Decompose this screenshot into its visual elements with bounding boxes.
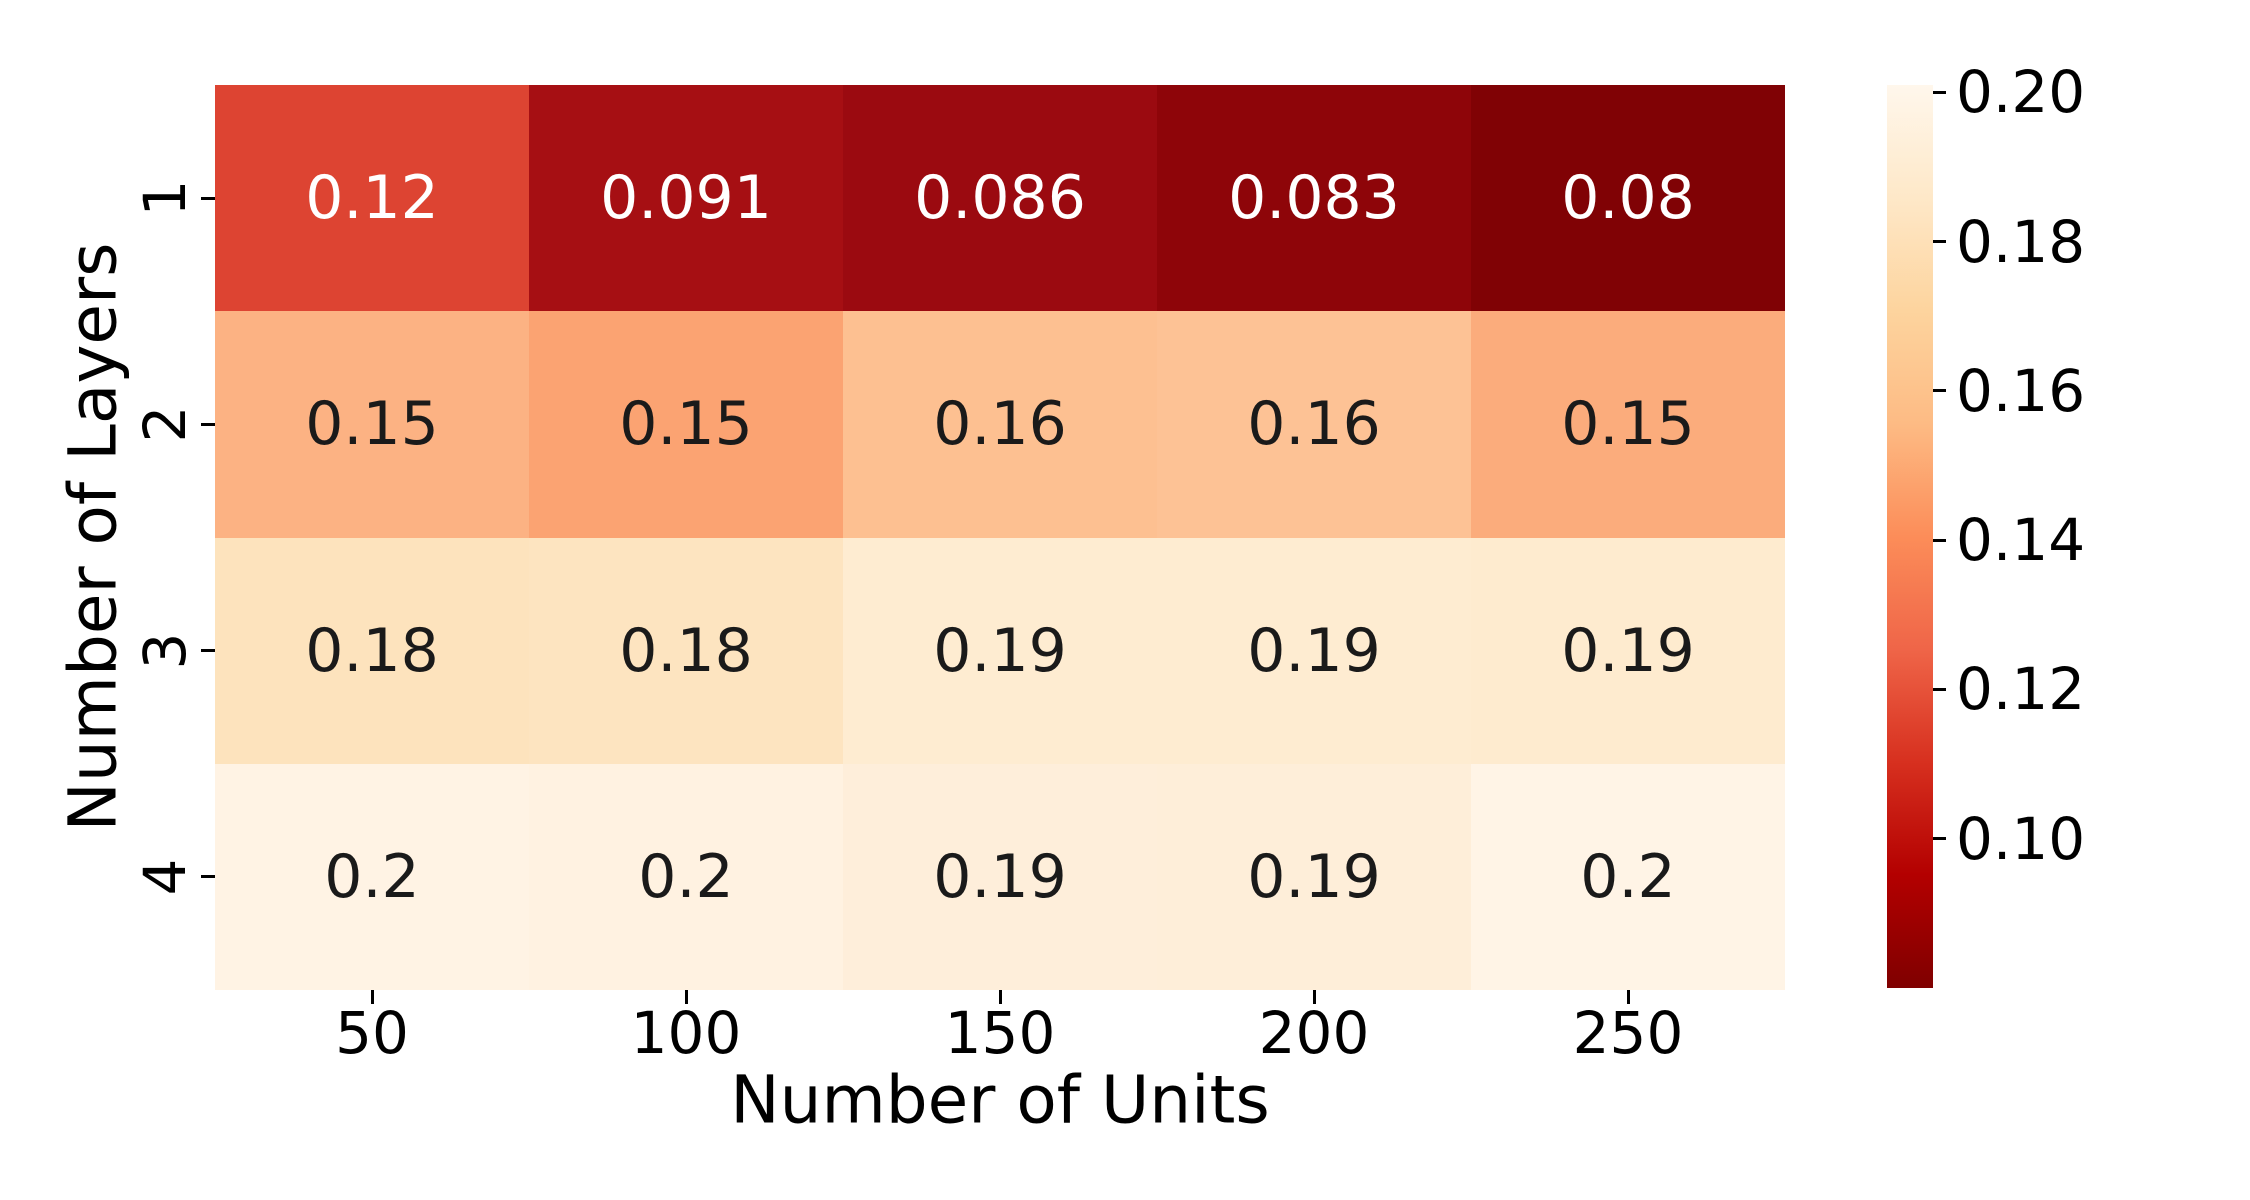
heatmap-cell: 0.15 [215,311,529,538]
x-tick-mark [1626,990,1630,1004]
colorbar [1887,85,1933,988]
colorbar-tick-mark [1933,837,1946,841]
y-tick-mark [201,649,215,653]
colorbar-tick-mark [1933,389,1946,393]
heatmap-cell: 0.19 [1471,537,1785,764]
cell-value-label: 0.2 [638,841,734,912]
heatmap-cell: 0.086 [843,85,1157,312]
y-tick-mark [201,196,215,200]
heatmap-cell: 0.19 [1157,763,1471,990]
x-tick-label: 50 [335,999,409,1067]
x-tick-label: 250 [1572,999,1684,1067]
cell-value-label: 0.16 [933,389,1067,460]
cell-value-label: 0.16 [1247,389,1381,460]
x-tick-mark [684,990,688,1004]
y-tick-mark [201,422,215,426]
colorbar-tick-mark [1933,90,1946,94]
heatmap-cell: 0.15 [529,311,843,538]
x-tick-mark [998,990,1002,1004]
colorbar-tick-label: 0.14 [1956,506,2086,575]
heatmap-cell: 0.15 [1471,311,1785,538]
cell-value-label: 0.2 [324,841,420,912]
cell-value-label: 0.19 [933,841,1067,912]
colorbar-tick-mark [1933,240,1946,244]
cell-value-label: 0.19 [1561,615,1695,686]
cell-value-label: 0.091 [600,163,772,234]
colorbar-tick-mark [1933,687,1946,691]
y-tick-label: 3 [131,632,199,670]
cell-value-label: 0.083 [1228,163,1400,234]
heatmap-cell: 0.083 [1157,85,1471,312]
cell-value-label: 0.08 [1561,163,1695,234]
cell-value-label: 0.19 [1247,841,1381,912]
y-tick-mark [201,875,215,879]
heatmap-cell: 0.19 [843,763,1157,990]
heatmap-cell: 0.18 [529,537,843,764]
x-tick-label: 200 [1258,999,1370,1067]
x-tick-label: 100 [630,999,742,1067]
colorbar-tick-label: 0.10 [1956,804,2086,873]
heatmap-cell: 0.16 [843,311,1157,538]
colorbar-tick-label: 0.18 [1956,207,2086,276]
x-tick-mark [1312,990,1316,1004]
cell-value-label: 0.15 [1561,389,1695,460]
cell-value-label: 0.19 [933,615,1067,686]
x-tick-mark [370,990,374,1004]
cell-value-label: 0.18 [305,615,439,686]
heatmap-cell: 0.2 [1471,763,1785,990]
heatmap-cell: 0.18 [215,537,529,764]
colorbar-tick-label: 0.20 [1956,58,2086,127]
colorbar-tick-mark [1933,538,1946,542]
y-tick-label: 4 [131,858,199,896]
heatmap-cell: 0.2 [529,763,843,990]
heatmap-grid: 0.12 0.091 0.086 0.083 0.08 0.15 0.15 0.16 0.16 0… [215,85,1785,990]
heatmap-cell: 0.12 [215,85,529,312]
colorbar-tick-label: 0.16 [1956,356,2086,425]
cell-value-label: 0.2 [1580,841,1676,912]
cell-value-label: 0.12 [305,163,439,234]
cell-value-label: 0.15 [619,389,753,460]
cell-value-label: 0.18 [619,615,753,686]
heatmap-cell: 0.08 [1471,85,1785,312]
x-tick-label: 150 [944,999,1056,1067]
heatmap-cell: 0.19 [1157,537,1471,764]
y-tick-label: 2 [131,405,199,443]
y-axis-title: Number of Layers [54,242,132,832]
heatmap-cell: 0.19 [843,537,1157,764]
heatmap-cell: 0.091 [529,85,843,312]
y-tick-label: 1 [131,179,199,217]
heatmap-cell: 0.2 [215,763,529,990]
colorbar-tick-label: 0.12 [1956,655,2086,724]
x-axis-title: Number of Units [730,1061,1270,1139]
heatmap-cell: 0.16 [1157,311,1471,538]
cell-value-label: 0.086 [914,163,1086,234]
cell-value-label: 0.19 [1247,615,1381,686]
cell-value-label: 0.15 [305,389,439,460]
